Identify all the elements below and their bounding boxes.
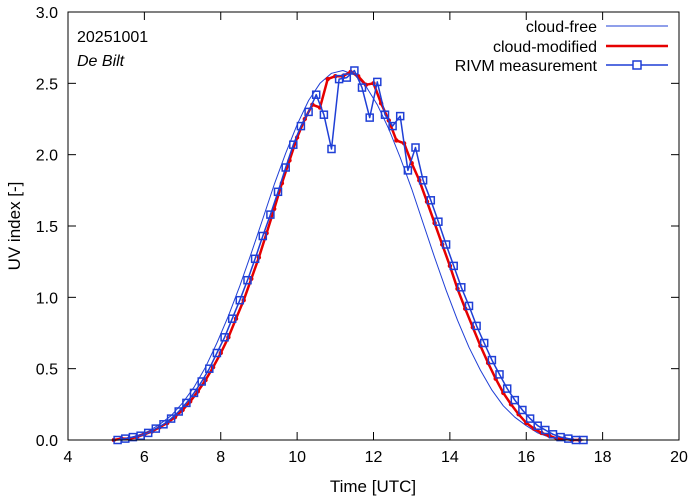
- date-annotation: 20251001: [77, 29, 148, 46]
- point-rivm-measurement: [250, 254, 260, 264]
- point-rivm-measurement: [533, 421, 542, 430]
- point-rivm-measurement: [479, 338, 489, 348]
- legend-label-rivm-measurement: RIVM measurement: [455, 58, 598, 75]
- legend-label-cloud-free: cloud-free: [526, 19, 597, 36]
- point-rivm-measurement: [495, 370, 504, 379]
- series-rivm-measurement: [113, 66, 588, 445]
- point-rivm-measurement: [380, 110, 390, 119]
- tick-labels: 4 6 8 10 12 14 16 18 20 0.0 0.5 1.0 1.5 2.0 2.5 3.0: [36, 5, 688, 466]
- point-rivm-measurement: [342, 73, 352, 82]
- point-rivm-measurement: [159, 420, 168, 429]
- y-tick-label: 1.0: [36, 290, 58, 307]
- point-rivm-measurement: [273, 187, 283, 197]
- point-cloud-modified: [394, 138, 399, 143]
- point-rivm-measurement: [143, 428, 153, 438]
- point-rivm-measurement: [518, 405, 527, 415]
- y-tick-label: 1.5: [36, 219, 58, 236]
- x-tick-label: 14: [441, 449, 459, 466]
- x-tick-label: 20: [670, 449, 688, 466]
- point-rivm-measurement: [472, 321, 481, 331]
- y-tick-label: 0.5: [36, 362, 58, 379]
- x-tick-label: 6: [140, 449, 149, 466]
- point-rivm-measurement: [357, 83, 367, 92]
- point-rivm-measurement: [403, 166, 413, 175]
- point-rivm-measurement: [205, 364, 214, 373]
- legend-label-cloud-modified: cloud-modified: [493, 39, 597, 56]
- point-rivm-measurement: [258, 231, 268, 241]
- point-rivm-measurement: [212, 348, 222, 358]
- point-rivm-measurement: [289, 140, 298, 149]
- point-rivm-measurement: [243, 275, 252, 285]
- point-rivm-measurement: [304, 107, 313, 117]
- point-rivm-measurement: [319, 110, 329, 119]
- point-rivm-measurement: [525, 414, 535, 423]
- x-tick-label: 10: [288, 449, 306, 466]
- point-rivm-measurement: [487, 355, 497, 365]
- legend-entry-rivm-measurement: RIVM measurement: [455, 58, 668, 75]
- point-rivm-measurement: [182, 398, 191, 408]
- y-tick-label: 2.0: [36, 148, 58, 165]
- y-tick-label: 0.0: [36, 433, 58, 450]
- legend-entry-cloud-free: cloud-free: [526, 19, 668, 36]
- point-rivm-measurement: [266, 210, 275, 219]
- point-rivm-measurement: [395, 111, 405, 121]
- legend-entry-cloud-modified: cloud-modified: [493, 39, 668, 56]
- point-rivm-measurement: [311, 90, 321, 99]
- plot-frame: [67, 11, 680, 441]
- point-rivm-measurement: [411, 143, 420, 152]
- point-rivm-measurement: [220, 333, 229, 342]
- series-layer: [111, 66, 588, 445]
- point-rivm-measurement: [449, 261, 458, 271]
- point-rivm-measurement: [365, 113, 374, 122]
- point-rivm-measurement: [227, 314, 237, 323]
- point-rivm-measurement: [434, 217, 443, 226]
- y-tick-label: 3.0: [36, 5, 58, 22]
- location-annotation: De Bilt: [77, 53, 125, 70]
- point-rivm-measurement: [502, 384, 512, 393]
- point-rivm-measurement: [418, 176, 428, 185]
- y-tick-label: 2.5: [36, 76, 58, 93]
- point-rivm-measurement: [510, 395, 520, 405]
- x-axis-label: Time [UTC]: [330, 477, 416, 496]
- x-tick-label: 12: [365, 449, 383, 466]
- point-rivm-measurement: [327, 144, 336, 154]
- point-rivm-measurement: [541, 425, 550, 435]
- point-rivm-measurement: [388, 121, 397, 131]
- point-rivm-measurement: [151, 424, 161, 433]
- point-cloud-modified: [325, 76, 330, 82]
- point-rivm-measurement: [235, 295, 245, 305]
- point-rivm-measurement: [174, 407, 183, 416]
- legend: cloud-free cloud-modified RIVM measureme…: [455, 19, 668, 75]
- point-rivm-measurement: [457, 283, 466, 292]
- point-rivm-measurement: [166, 414, 176, 423]
- point-rivm-measurement: [281, 163, 290, 172]
- point-rivm-measurement: [426, 196, 436, 205]
- point-rivm-measurement: [373, 77, 382, 87]
- x-tick-label: 16: [517, 449, 535, 466]
- point-rivm-measurement: [350, 66, 359, 75]
- legend-marker-rivm-measurement: [632, 60, 642, 70]
- x-tick-label: 8: [216, 449, 225, 466]
- point-rivm-measurement: [189, 388, 199, 398]
- point-rivm-measurement: [197, 377, 206, 386]
- x-tick-label: 4: [64, 449, 73, 466]
- y-axis-label: UV index [-]: [5, 182, 24, 271]
- point-rivm-measurement: [296, 121, 306, 131]
- x-tick-label: 18: [594, 449, 612, 466]
- point-rivm-measurement: [441, 240, 451, 249]
- point-rivm-measurement: [464, 301, 474, 311]
